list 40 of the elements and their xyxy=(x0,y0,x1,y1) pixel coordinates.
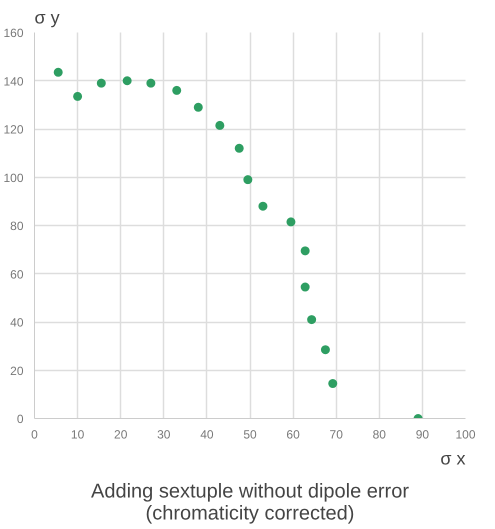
point xyxy=(172,86,182,95)
point xyxy=(243,175,252,184)
point xyxy=(320,345,330,354)
x-tick-label: 20 xyxy=(114,428,128,442)
point xyxy=(258,202,268,211)
y-tick-label: 60 xyxy=(10,267,24,282)
point xyxy=(300,282,310,292)
point xyxy=(328,379,338,388)
point xyxy=(215,120,224,130)
x-tick-label: 90 xyxy=(416,428,430,442)
point xyxy=(54,68,63,77)
x-tick-label: 40 xyxy=(200,428,214,442)
point xyxy=(300,246,310,256)
x-axis-title: σ x xyxy=(440,448,466,468)
x-tick-label: 80 xyxy=(372,428,386,442)
y-tick-label: 140 xyxy=(3,74,24,88)
point xyxy=(96,78,106,88)
point xyxy=(194,102,203,112)
point xyxy=(234,144,244,153)
x-tick-label: 50 xyxy=(243,428,257,442)
point xyxy=(122,76,132,86)
y-tick-label: 0 xyxy=(16,412,24,426)
point xyxy=(146,78,156,88)
x-tick-label: 100 xyxy=(455,428,476,442)
y-tick-label: 100 xyxy=(3,170,24,185)
x-tick-label: 10 xyxy=(70,428,85,442)
y-axis-title: σ y xyxy=(34,8,60,28)
point xyxy=(73,92,82,101)
x-tick-label: 60 xyxy=(286,428,300,442)
y-tick-label: 80 xyxy=(10,219,24,233)
y-tick-label: 20 xyxy=(10,364,24,378)
y-tick-label: 120 xyxy=(3,122,24,136)
x-tick-label: 30 xyxy=(157,428,171,442)
text: Adding sextuple without dipole error (chromaticity corrected) xyxy=(91,480,410,524)
y-tick-label: 40 xyxy=(10,316,24,330)
point xyxy=(307,315,316,324)
point xyxy=(286,217,296,226)
x-tick-label: 70 xyxy=(330,428,344,442)
y-tick-label: 160 xyxy=(3,26,24,40)
x-tick-label: 0 xyxy=(31,428,38,442)
